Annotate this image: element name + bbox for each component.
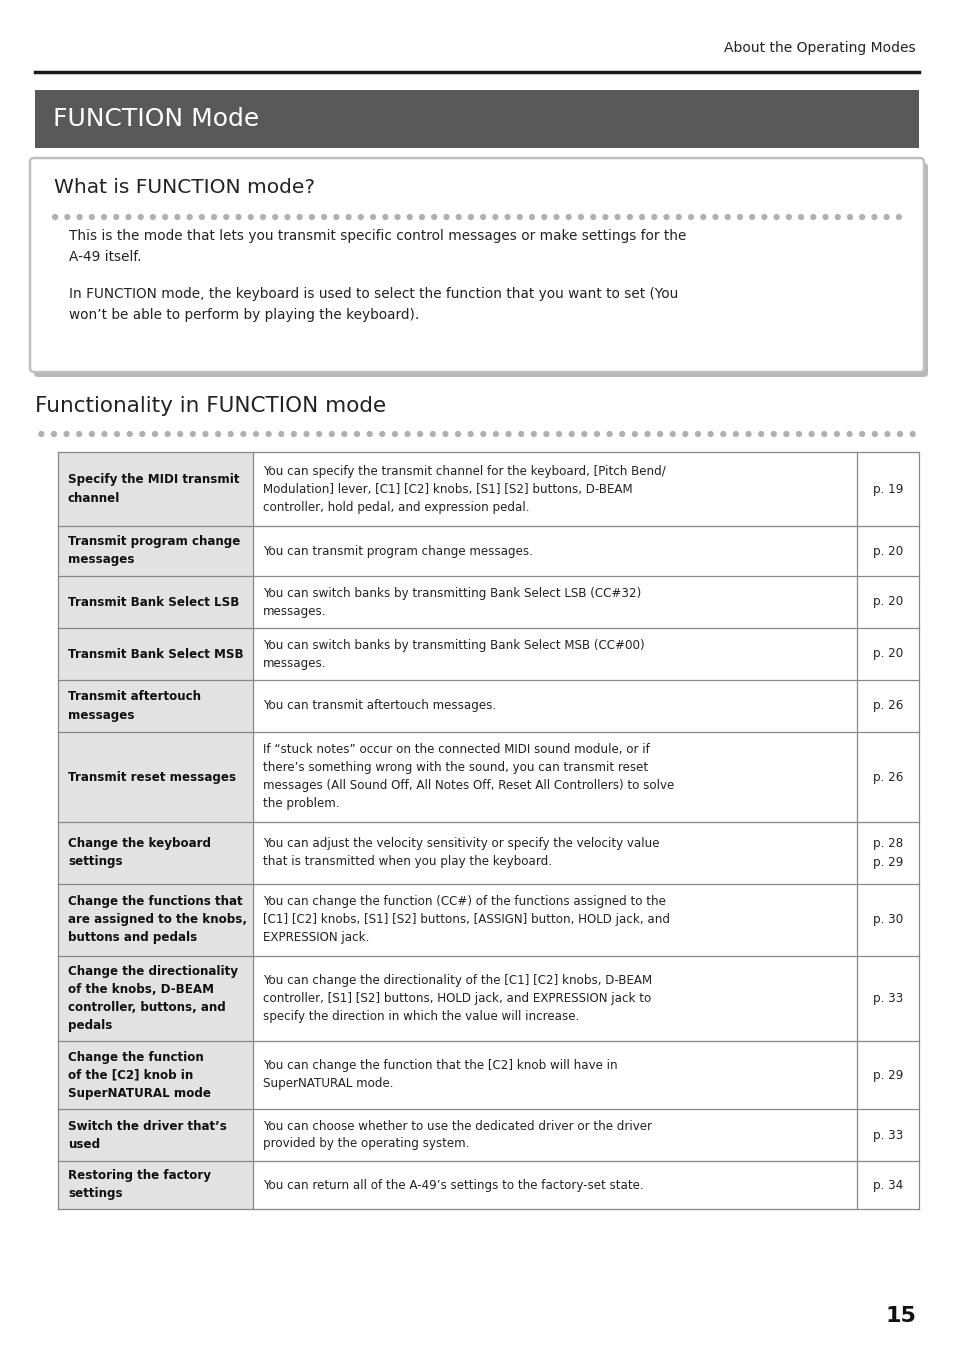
Bar [58,884,253,956]
Circle shape [745,432,750,436]
Circle shape [355,432,359,436]
Text: You can change the directionality of the [C1] [C2] knobs, D-BEAM
controller, [S1: You can change the directionality of the… [263,974,652,1024]
Circle shape [341,432,347,436]
Circle shape [316,432,321,436]
Text: This is the mode that lets you transmit specific control messages or make settin: This is the mode that lets you transmit … [69,229,685,264]
Circle shape [127,432,132,436]
Circle shape [758,432,762,436]
Circle shape [676,214,680,219]
Circle shape [285,214,290,219]
Text: Transmit Bank Select LSB: Transmit Bank Select LSB [68,596,239,608]
Circle shape [884,432,889,436]
Circle shape [392,432,396,436]
Text: You can transmit aftertouch messages.: You can transmit aftertouch messages. [263,700,496,712]
Text: Specify the MIDI transmit
channel: Specify the MIDI transmit channel [68,474,239,505]
Circle shape [39,432,44,436]
Circle shape [379,432,384,436]
Circle shape [651,214,656,219]
Bar [58,680,253,733]
Circle shape [846,432,851,436]
Text: Change the keyboard
settings: Change the keyboard settings [68,838,211,868]
Circle shape [177,432,182,436]
Circle shape [138,214,143,219]
Circle shape [531,432,536,436]
Text: p. 33: p. 33 [872,992,902,1005]
Circle shape [417,432,422,436]
Circle shape [602,214,607,219]
Circle shape [432,214,436,219]
Circle shape [896,214,901,219]
Circle shape [720,432,725,436]
Text: p. 26: p. 26 [872,770,902,784]
Circle shape [346,214,351,219]
Circle shape [774,214,779,219]
Circle shape [248,214,253,219]
Circle shape [273,214,277,219]
Circle shape [77,432,82,436]
Circle shape [367,432,372,436]
Bar [35,89,918,148]
Circle shape [761,214,766,219]
Circle shape [529,214,534,219]
Bar [58,733,253,822]
Bar [58,628,253,680]
Circle shape [834,432,839,436]
Circle shape [65,214,70,219]
Circle shape [639,214,644,219]
Circle shape [114,432,119,436]
Text: p. 20: p. 20 [872,647,902,661]
Circle shape [566,214,571,219]
Circle shape [615,214,619,219]
Circle shape [64,432,69,436]
Circle shape [90,432,94,436]
Circle shape [712,214,717,219]
Circle shape [810,214,815,219]
Circle shape [468,214,473,219]
FancyBboxPatch shape [34,162,927,376]
Text: Switch the driver that’s
used: Switch the driver that’s used [68,1120,227,1151]
Circle shape [52,214,57,219]
Circle shape [796,432,801,436]
Text: Transmit Bank Select MSB: Transmit Bank Select MSB [68,647,243,661]
Circle shape [541,214,546,219]
Circle shape [578,214,582,219]
Circle shape [228,432,233,436]
Circle shape [215,432,220,436]
Circle shape [140,432,145,436]
Text: Change the function
of the [C2] knob in
SuperNATURAL mode: Change the function of the [C2] knob in … [68,1051,211,1099]
Circle shape [594,432,598,436]
Circle shape [590,214,595,219]
Text: You can switch banks by transmitting Bank Select LSB (CC#32)
messages.: You can switch banks by transmitting Ban… [263,586,640,617]
Text: p. 29: p. 29 [872,1068,902,1082]
Circle shape [334,214,338,219]
Circle shape [771,432,776,436]
Circle shape [688,214,693,219]
Circle shape [733,432,738,436]
Circle shape [822,214,827,219]
Text: About the Operating Modes: About the Operating Modes [723,41,915,56]
Circle shape [619,432,624,436]
Text: You can return all of the A-49’s settings to the factory-set state.: You can return all of the A-49’s setting… [263,1178,643,1192]
Circle shape [798,214,802,219]
Bar [58,1109,253,1160]
Circle shape [199,214,204,219]
Text: Transmit reset messages: Transmit reset messages [68,770,236,784]
Circle shape [266,432,271,436]
Circle shape [700,214,705,219]
Circle shape [321,214,326,219]
Circle shape [518,432,523,436]
Circle shape [682,432,687,436]
Circle shape [663,214,668,219]
Circle shape [203,432,208,436]
Circle shape [724,214,729,219]
Bar [58,525,253,575]
Text: p. 20: p. 20 [872,596,902,608]
Circle shape [329,432,334,436]
Text: You can change the function that the [C2] knob will have in
SuperNATURAL mode.: You can change the function that the [C2… [263,1059,617,1090]
Circle shape [737,214,741,219]
Text: What is FUNCTION mode?: What is FUNCTION mode? [54,177,314,196]
Circle shape [871,214,876,219]
Circle shape [278,432,283,436]
Circle shape [808,432,813,436]
Text: You can specify the transmit channel for the keyboard, [Pitch Bend/
Modulation] : You can specify the transmit channel for… [263,464,665,513]
